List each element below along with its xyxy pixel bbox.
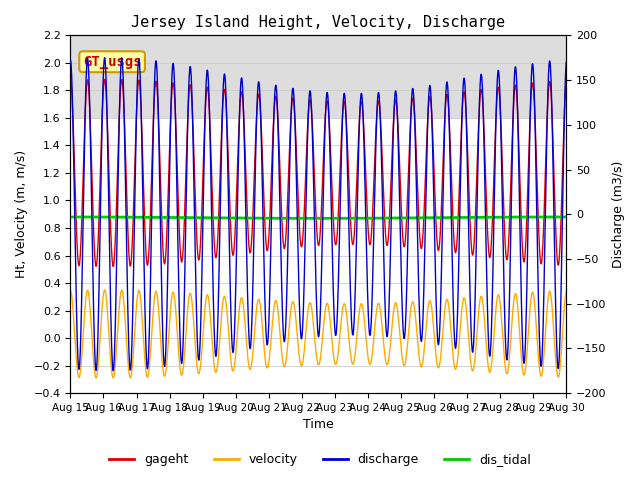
discharge — [100, 55, 108, 60]
discharge — [523, 299, 531, 304]
gageht — [275, 140, 283, 145]
dis_tidal — [275, 216, 282, 221]
Title: Jersey Island Height, Velocity, Discharge: Jersey Island Height, Velocity, Discharg… — [131, 15, 506, 30]
discharge — [563, 59, 570, 65]
dis_tidal — [67, 214, 74, 220]
X-axis label: Time: Time — [303, 419, 333, 432]
gageht — [302, 157, 310, 163]
discharge — [275, 160, 283, 166]
dis_tidal — [523, 214, 531, 220]
gageht — [563, 79, 570, 85]
velocity — [563, 288, 570, 294]
discharge — [279, 322, 287, 327]
velocity — [279, 360, 287, 365]
dis_tidal — [279, 216, 287, 221]
velocity — [109, 375, 117, 381]
Line: dis_tidal: dis_tidal — [70, 217, 566, 218]
gageht — [547, 93, 555, 99]
Legend: gageht, velocity, discharge, dis_tidal: gageht, velocity, discharge, dis_tidal — [104, 448, 536, 471]
gageht — [523, 222, 531, 228]
dis_tidal — [302, 216, 310, 221]
Y-axis label: Discharge (m3/s): Discharge (m3/s) — [612, 160, 625, 268]
gageht — [100, 76, 108, 82]
velocity — [100, 287, 108, 293]
velocity — [302, 325, 310, 331]
discharge — [67, 57, 74, 63]
Line: velocity: velocity — [70, 290, 566, 378]
Y-axis label: Ht, Velocity (m, m/s): Ht, Velocity (m, m/s) — [15, 150, 28, 278]
discharge — [302, 190, 310, 195]
dis_tidal — [563, 214, 570, 220]
Line: discharge: discharge — [70, 58, 566, 371]
velocity — [547, 295, 555, 301]
dis_tidal — [427, 215, 435, 221]
discharge — [109, 368, 117, 373]
velocity — [67, 288, 74, 294]
gageht — [67, 78, 74, 84]
dis_tidal — [310, 216, 318, 221]
discharge — [547, 83, 555, 89]
Text: GT_usgs: GT_usgs — [83, 55, 141, 69]
gageht — [109, 264, 117, 269]
Line: gageht: gageht — [70, 79, 566, 266]
velocity — [427, 300, 435, 306]
gageht — [427, 98, 435, 104]
discharge — [427, 91, 435, 97]
dis_tidal — [547, 214, 555, 220]
velocity — [523, 355, 531, 361]
Bar — [70, 36, 566, 118]
gageht — [279, 236, 287, 241]
velocity — [275, 318, 283, 324]
